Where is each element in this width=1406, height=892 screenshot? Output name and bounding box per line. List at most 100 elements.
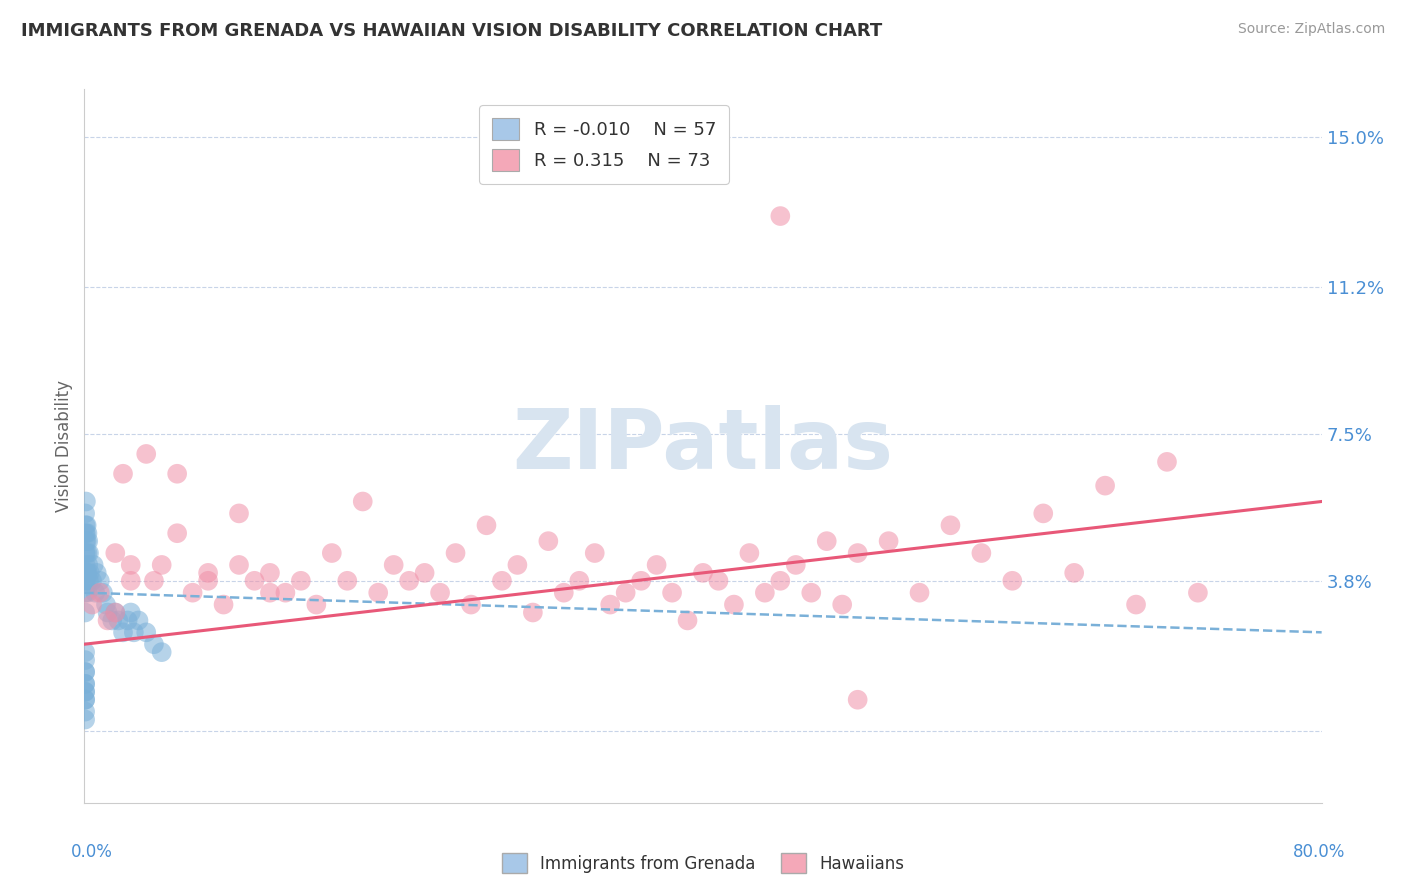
Point <box>97 606 120 620</box>
Point <box>143 574 166 588</box>
Point <box>568 574 591 588</box>
Point <box>76 518 98 533</box>
Point <box>104 606 127 620</box>
Point <box>82 574 104 588</box>
Point <box>77 574 100 588</box>
Point <box>228 507 250 521</box>
Point <box>75 705 97 719</box>
Point <box>75 507 97 521</box>
Point <box>583 546 606 560</box>
Point <box>290 574 312 588</box>
Point <box>939 518 962 533</box>
Point <box>259 566 281 580</box>
Point <box>908 585 931 599</box>
Point <box>107 614 129 628</box>
Point <box>76 526 98 541</box>
Point <box>630 574 652 588</box>
Point <box>429 585 451 599</box>
Point <box>259 585 281 599</box>
Point <box>491 574 513 588</box>
Point <box>86 566 108 580</box>
Text: 80.0%: 80.0% <box>1292 843 1346 861</box>
Point <box>444 546 467 560</box>
Point <box>723 598 745 612</box>
Point <box>75 526 97 541</box>
Point <box>274 585 297 599</box>
Point <box>77 558 100 572</box>
Point <box>128 614 150 628</box>
Point <box>76 534 98 549</box>
Point <box>800 585 823 599</box>
Point <box>553 585 575 599</box>
Legend: Immigrants from Grenada, Hawaiians: Immigrants from Grenada, Hawaiians <box>495 847 911 880</box>
Point <box>143 637 166 651</box>
Text: Source: ZipAtlas.com: Source: ZipAtlas.com <box>1237 22 1385 37</box>
Point <box>117 614 139 628</box>
Point <box>76 566 98 580</box>
Point <box>367 585 389 599</box>
Point <box>1156 455 1178 469</box>
Point <box>382 558 405 572</box>
Point <box>75 677 97 691</box>
Point <box>76 585 98 599</box>
Point <box>754 585 776 599</box>
Point <box>785 558 807 572</box>
Point <box>135 625 157 640</box>
Point <box>77 534 100 549</box>
Point <box>75 558 97 572</box>
Text: IMMIGRANTS FROM GRENADA VS HAWAIIAN VISION DISABILITY CORRELATION CHART: IMMIGRANTS FROM GRENADA VS HAWAIIAN VISI… <box>21 22 883 40</box>
Text: ZIPatlas: ZIPatlas <box>513 406 893 486</box>
Point <box>89 574 111 588</box>
Point <box>75 685 97 699</box>
Point <box>91 585 114 599</box>
Point <box>522 606 544 620</box>
Point <box>79 566 101 580</box>
Point <box>707 574 730 588</box>
Point <box>336 574 359 588</box>
Point <box>692 566 714 580</box>
Point <box>75 713 97 727</box>
Point <box>112 467 135 481</box>
Point <box>120 574 142 588</box>
Point <box>75 692 97 706</box>
Point <box>75 574 97 588</box>
Point <box>815 534 838 549</box>
Point <box>75 526 97 541</box>
Point <box>75 534 97 549</box>
Point <box>77 546 100 560</box>
Point <box>970 546 993 560</box>
Point <box>75 677 97 691</box>
Point <box>120 558 142 572</box>
Point <box>75 585 97 599</box>
Point <box>94 598 117 612</box>
Point <box>661 585 683 599</box>
Point <box>599 598 621 612</box>
Point <box>75 606 97 620</box>
Point <box>676 614 699 628</box>
Point <box>1187 585 1209 599</box>
Text: 0.0%: 0.0% <box>70 843 112 861</box>
Point <box>150 645 173 659</box>
Point <box>75 653 97 667</box>
Point <box>75 494 97 508</box>
Point <box>506 558 529 572</box>
Point <box>243 574 266 588</box>
Point <box>84 585 107 599</box>
Point <box>305 598 328 612</box>
Point <box>166 467 188 481</box>
Point <box>197 574 219 588</box>
Point <box>212 598 235 612</box>
Point <box>846 692 869 706</box>
Point <box>352 494 374 508</box>
Point <box>75 574 97 588</box>
Point <box>1001 574 1024 588</box>
Point <box>75 518 97 533</box>
Point <box>166 526 188 541</box>
Point <box>460 598 482 612</box>
Point <box>104 546 127 560</box>
Point <box>846 546 869 560</box>
Point <box>82 598 104 612</box>
Point <box>1032 507 1054 521</box>
Point <box>104 606 127 620</box>
Point <box>1063 566 1085 580</box>
